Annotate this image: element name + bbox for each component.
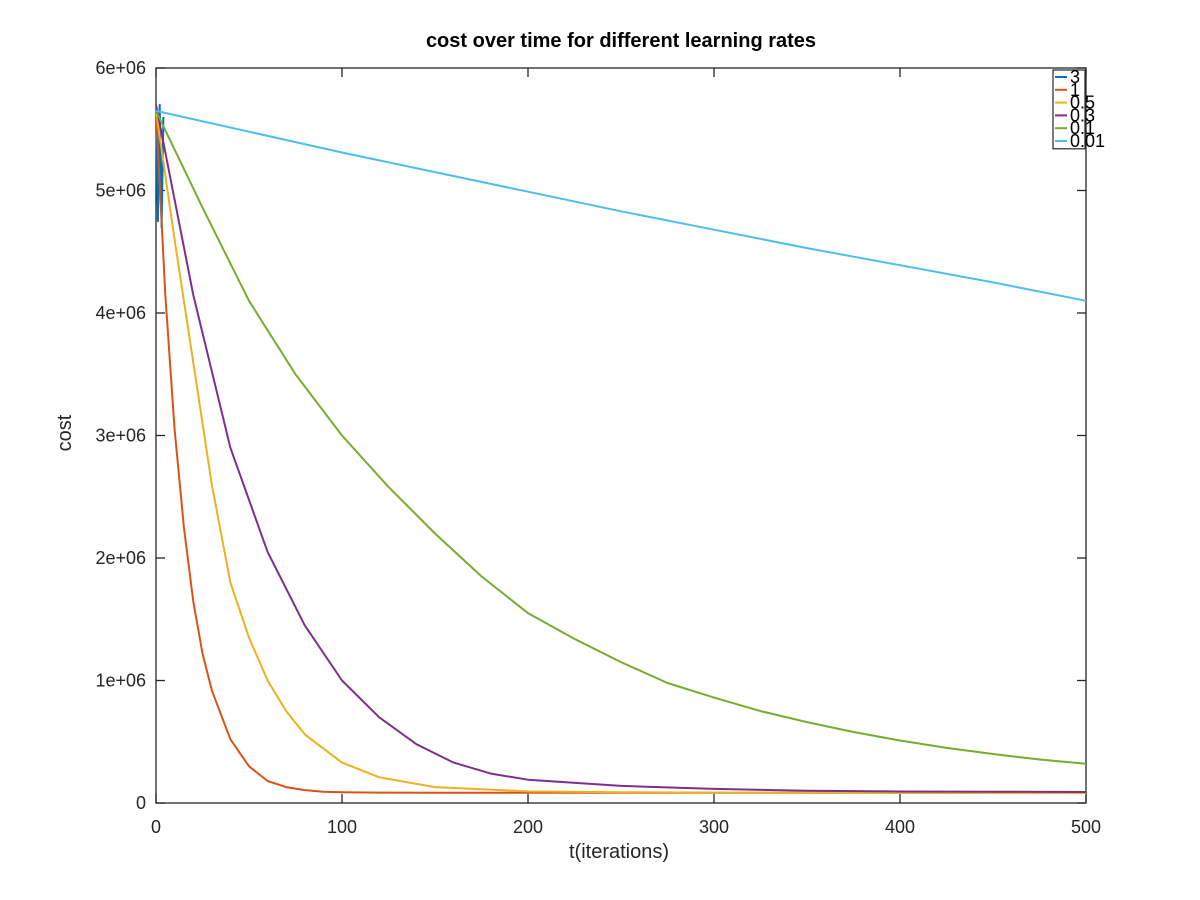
x-tick-label: 300	[699, 817, 729, 837]
legend-label: 0.3	[1070, 105, 1095, 125]
legend-label: 0.1	[1070, 118, 1095, 138]
x-tick-label: 0	[151, 817, 161, 837]
series-line-0_1	[155, 110, 1087, 765]
plot-area: 0 100 200 300 400 500 0 1e+06 2e+06 3e+06 4e+06 5e+…	[95, 58, 1105, 837]
x-tick-label: 500	[1071, 817, 1101, 837]
y-tick-label: 0	[136, 793, 146, 813]
y-axis-label: cost	[54, 414, 76, 451]
legend-label: 0.5	[1070, 93, 1095, 113]
y-tick-label: 5e+06	[95, 181, 146, 201]
y-tick-label: 2e+06	[95, 548, 146, 568]
series-line-0_01	[155, 109, 1087, 302]
series-line-0_3	[155, 104, 1087, 793]
legend-box	[1052, 69, 1086, 150]
legend-label: 1	[1070, 80, 1080, 100]
x-tick-label: 400	[885, 817, 915, 837]
series-line-3	[155, 103, 165, 229]
x-tick-label: 100	[327, 817, 357, 837]
y-tick-label: 3e+06	[95, 426, 146, 446]
y-tick-label: 4e+06	[95, 303, 146, 323]
legend-label: 0.01	[1070, 131, 1105, 151]
chart-title: cost over time for different learning ra…	[426, 30, 816, 52]
legend-label: 3	[1070, 67, 1080, 87]
series-line-0_5	[155, 110, 1086, 794]
x-tick-label: 200	[513, 817, 543, 837]
x-axis-label: t(iterations)	[569, 841, 669, 863]
y-tick-label: 1e+06	[95, 671, 146, 691]
y-tick-label: 6e+06	[95, 58, 146, 78]
